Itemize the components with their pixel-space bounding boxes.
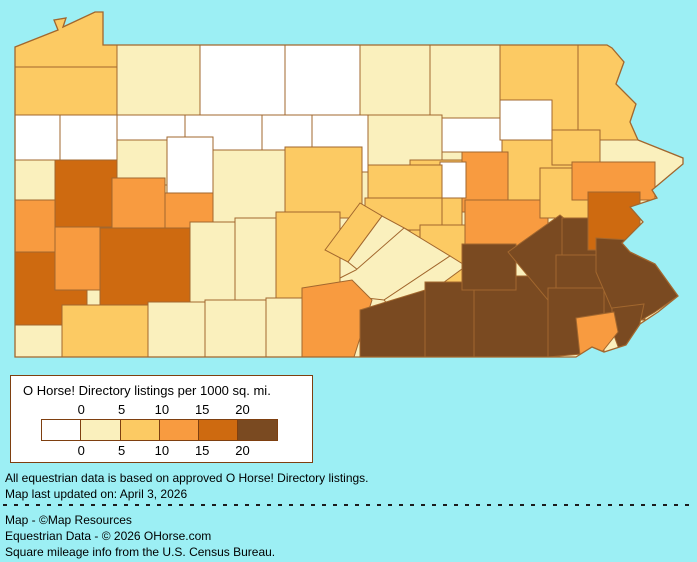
legend-tick-15: 15 (194, 402, 210, 417)
county-mckean (199, 44, 286, 116)
county-sullivan (441, 117, 503, 153)
state-outline (14, 11, 684, 358)
county-centre (284, 146, 363, 219)
legend-tick-20: 20 (235, 402, 250, 417)
legend-color-bar (41, 419, 278, 441)
county-jefferson (166, 136, 214, 194)
county-lebanon (461, 243, 517, 291)
legend-tick-0: 0 (77, 402, 85, 417)
county-wyoming (499, 99, 553, 141)
legend-swatch-0 (41, 419, 82, 441)
county-forest (116, 114, 186, 141)
pa-county-choropleth-map (14, 11, 684, 358)
note-data-source: All equestrian data is based on approved… (5, 471, 369, 485)
county-lackawanna (551, 129, 601, 166)
legend-swatch-3 (158, 419, 200, 441)
county-westmoreland (99, 227, 191, 306)
county-lawrence (15, 159, 61, 201)
county-york (424, 281, 475, 357)
credit-equestrian-data: Equestrian Data - © 2026 OHorse.com (5, 529, 212, 543)
county-bradford (429, 44, 501, 119)
legend-swatch-5 (237, 419, 278, 441)
legend-tick-0: 0 (77, 443, 85, 458)
county-adams (359, 289, 426, 357)
county-erie (15, 12, 118, 68)
legend-box: O Horse! Directory listings per 1000 sq.… (10, 375, 313, 463)
county-union (367, 164, 443, 199)
legend-swatch-4 (198, 419, 239, 441)
county-mercer (15, 114, 61, 161)
county-blair (234, 217, 277, 301)
county-venango (59, 114, 118, 161)
county-greene (15, 324, 63, 357)
county-lancaster (473, 275, 551, 357)
legend-swatch-1 (80, 419, 121, 441)
county-crawford (15, 66, 118, 116)
legend-tick-10: 10 (154, 443, 170, 458)
county-lycoming (367, 114, 443, 166)
legend-tick-10: 10 (154, 402, 170, 417)
county-tioga (359, 44, 431, 116)
legend-tick-5: 5 (117, 443, 126, 458)
credit-map-resources: Map - ©Map Resources (5, 513, 132, 527)
legend-title: O Horse! Directory listings per 1000 sq.… (23, 383, 271, 398)
legend-tick-15: 15 (194, 443, 210, 458)
legend-ticks-bottom: 0 5 10 15 20 (11, 443, 312, 458)
legend-swatch-2 (119, 419, 160, 441)
county-fayette (61, 304, 149, 357)
credit-census-bureau: Square mileage info from the U.S. Census… (5, 545, 276, 559)
county-fulton (265, 297, 303, 357)
county-somerset (147, 301, 206, 357)
legend-ticks-top: 0 5 10 15 20 (11, 402, 312, 417)
county-beaver (15, 199, 56, 253)
county-potter (284, 44, 361, 116)
county-montour (439, 161, 467, 199)
legend-tick-5: 5 (117, 402, 126, 417)
county-bedford (204, 299, 267, 357)
county-armstrong (111, 177, 166, 229)
note-last-updated: Map last updated on: April 3, 2026 (5, 487, 188, 501)
dashed-separator (3, 504, 694, 506)
county-cambria (189, 221, 236, 303)
county-clearfield (212, 149, 286, 228)
county-wayne (577, 44, 639, 141)
county-butler (54, 159, 118, 228)
county-warren (116, 44, 201, 116)
legend-tick-20: 20 (235, 443, 250, 458)
county-delaware (575, 311, 619, 356)
